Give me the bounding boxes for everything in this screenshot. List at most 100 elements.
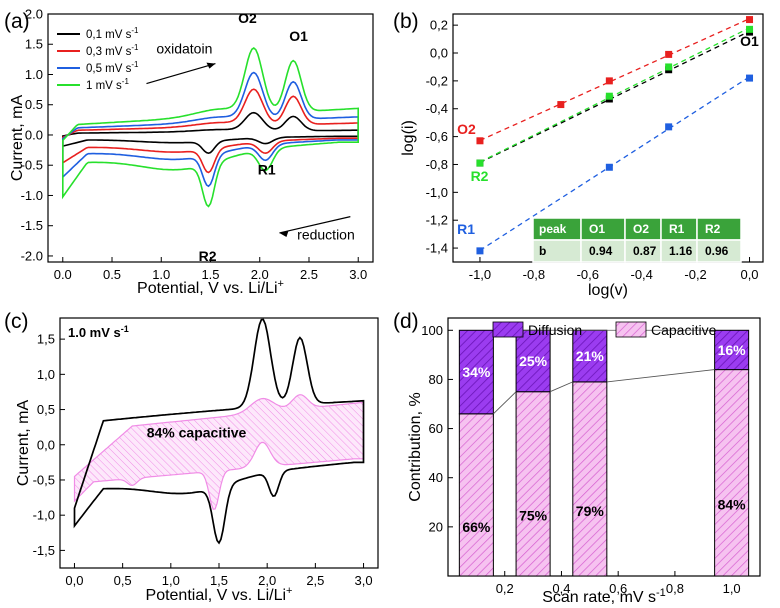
panel-d-y-tick-label: 20 <box>429 519 443 534</box>
panel-d-y-tick-label: 100 <box>421 323 443 338</box>
panel-b-y-tick-label: -0,2 <box>426 73 448 88</box>
legend-label: 1 mV s-1 <box>86 77 129 92</box>
peak-label-r1: R1 <box>258 161 276 177</box>
diffusion-bar <box>714 329 750 371</box>
panel-d-y-tick-label: 60 <box>429 421 443 436</box>
legend-label-diffusion: Diffusion <box>528 322 582 338</box>
panel-a-x-tick-label: 0.0 <box>54 267 72 282</box>
panel-a-x-tick-label: 2.5 <box>300 267 318 282</box>
panel-a-curves <box>62 46 359 208</box>
panel-b-ticks: -1,0 -0,8 -0,6 -0,4 -0,2 0,0 -1,4 -1,2 -1,0 -0,8 -… <box>426 18 759 282</box>
legend-label: 0,3 mV s-1 <box>86 43 139 58</box>
panel-c-y-tick-label: -0,5 <box>33 472 55 487</box>
panel-a-arrows <box>146 62 351 237</box>
fit-line <box>479 27 750 163</box>
oxidation-annotation: oxidatoin <box>156 40 212 56</box>
diffusion-bar <box>572 329 608 383</box>
fit-line <box>479 18 750 142</box>
fit-line <box>479 30 750 164</box>
panel-c-x-tick-label: 0,0 <box>65 573 83 588</box>
panel-b-y-tick-label: -0,8 <box>426 157 448 172</box>
b-value-table: peak b O1 0.94 O2 0.87 R1 1.16 R2 0.96 <box>532 217 742 263</box>
total-cv-curve <box>73 318 365 545</box>
panel-a-x-tick-label: 1.5 <box>201 267 219 282</box>
table-value-text: 0.94 <box>589 244 613 258</box>
panel-c-y-tick-label: 1,0 <box>37 367 55 382</box>
panel-a-ticks: 0.0 0.5 1.0 1.5 2.0 2.5 3.0 -2.0 -1.5 -1.0 -0.5 0.0… <box>21 7 368 283</box>
panel-a-legend: 0,1 mV s-1 0,3 mV s-1 0,5 mV s-1 1 mV s-1 <box>57 26 139 92</box>
table-header-text: peak <box>539 222 567 236</box>
capacitive-bar <box>458 413 494 577</box>
panel-c-x-tick-label: 1,0 <box>162 573 180 588</box>
panel-a-y-tick-label: 0.0 <box>25 127 43 142</box>
panel-a-y-tick-label: 2.0 <box>25 7 43 22</box>
panel-b-label: (b) <box>393 10 419 33</box>
panel-a-y-axis-label: Current, mA <box>9 95 26 182</box>
diffusion-value-label: 16% <box>718 342 747 358</box>
peak-label-o2: O2 <box>238 10 257 26</box>
panel-c-x-tick-label: 0,5 <box>114 573 132 588</box>
table-value-text: b <box>539 244 546 258</box>
table-header-text: O1 <box>589 222 605 236</box>
trend-connector <box>549 381 573 393</box>
panel-a-y-tick-label: 1.0 <box>25 67 43 82</box>
trend-connector <box>606 369 715 383</box>
panel-d-y-tick-label: 80 <box>429 372 443 387</box>
legend-label-capacitive: Capacitive <box>651 322 717 338</box>
capacitive-value-label: 66% <box>462 519 491 535</box>
table-value-cell <box>696 239 742 263</box>
panel-b-x-tick-label: -0,2 <box>684 267 706 282</box>
panel-c-x-tick-label: 2,5 <box>306 573 324 588</box>
table-value-text: 0.96 <box>705 244 729 258</box>
panel-a-x-tick-label: 1.0 <box>152 267 170 282</box>
table-value-text: 0.87 <box>633 244 657 258</box>
panel-c-x-axis-label: Potential, V vs. Li/Li+ <box>146 585 293 604</box>
panel-a-label: (a) <box>4 10 30 33</box>
panel-a-y-tick-label: -1.5 <box>21 218 43 233</box>
data-point <box>665 63 673 71</box>
data-point <box>476 159 484 167</box>
reduction-arrowhead <box>279 230 289 237</box>
panel-c-y-tick-label: 1,5 <box>37 332 55 347</box>
capacitive-bar <box>515 391 551 577</box>
data-point <box>746 74 754 82</box>
panel-b-y-tick-label: 0,0 <box>430 46 448 61</box>
legend-swatch-capacitive <box>615 321 647 338</box>
legend-swatch-diffusion <box>492 321 524 338</box>
series-label-r2: R2 <box>471 168 489 184</box>
series-label-o2: O2 <box>457 121 476 137</box>
panel-b-y-tick-label: -0,6 <box>426 129 448 144</box>
table-header-text: O2 <box>633 222 649 236</box>
capacitive-value-label: 84% <box>718 497 747 513</box>
panel-a-y-tick-label: -0.5 <box>21 158 43 173</box>
data-point <box>605 163 613 171</box>
panel-b-y-axis-label: log(i) <box>400 120 417 156</box>
capacitive-bar <box>572 381 608 577</box>
panel-c-y-tick-label: -1,5 <box>33 543 55 558</box>
panel-c-x-tick-label: 1,5 <box>210 573 228 588</box>
data-point <box>746 16 754 24</box>
table-value-text: 1.16 <box>669 244 693 258</box>
panel-a-x-tick-label: 3.0 <box>349 267 367 282</box>
reduction-annotation: reduction <box>297 227 355 243</box>
panel-a-y-tick-label: -2.0 <box>21 248 43 263</box>
diffusion-value-label: 21% <box>576 348 605 364</box>
panel-b-y-tick-label: 0,2 <box>430 18 448 33</box>
panel-b-x-tick-label: -0,6 <box>577 267 599 282</box>
data-point <box>665 123 673 131</box>
panel-b-x-axis-label: log(v) <box>588 282 628 299</box>
panel-a-y-tick-label: 1.5 <box>25 37 43 52</box>
oxidation-arrowhead <box>206 62 216 69</box>
panel-c-y-tick-label: 0,5 <box>37 402 55 417</box>
cv-curve <box>62 46 359 208</box>
panel-b-x-tick-label: -1,0 <box>469 267 491 282</box>
oxidation-arrow <box>146 63 216 85</box>
capacitive-region <box>73 394 365 510</box>
panel-d-x-tick-label: 0,4 <box>552 581 570 596</box>
panel-b-y-tick-label: -1,4 <box>426 241 448 256</box>
panel-a-x-tick-label: 2.0 <box>251 267 269 282</box>
capacitive-value-label: 79% <box>576 503 605 519</box>
data-point <box>476 137 484 145</box>
reduction-arrow <box>279 216 351 234</box>
